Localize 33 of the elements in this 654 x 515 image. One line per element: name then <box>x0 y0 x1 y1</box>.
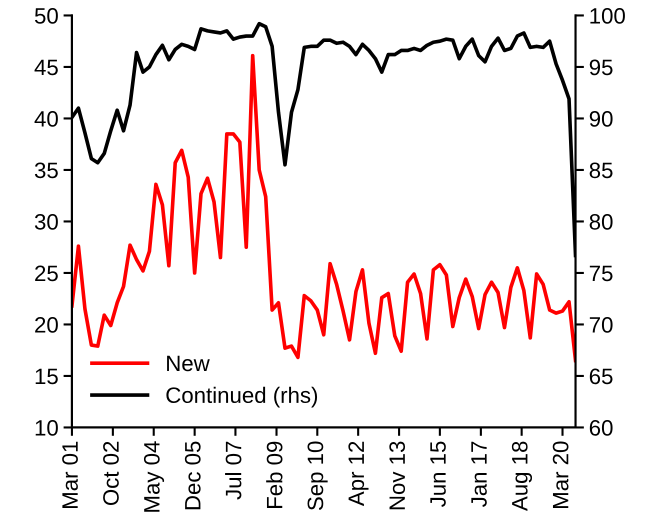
y-tick-label: 25 <box>35 265 58 282</box>
x-tick-label: Oct 02 <box>103 442 119 506</box>
legend-label: New <box>167 356 210 372</box>
x-tick-label: Jul 07 <box>225 442 242 500</box>
y2-tick-label: 85 <box>590 162 612 178</box>
y2-tick-label: 100 <box>590 8 625 24</box>
legend-label: Continued (rhs) <box>166 386 318 408</box>
x-tick-label: Nov 13 <box>389 442 406 510</box>
y-tick-label: 35 <box>34 162 58 178</box>
y2-tick-label: 70 <box>590 316 613 333</box>
y-tick-label: 50 <box>34 8 58 24</box>
y2-tick-label: 60 <box>590 420 613 436</box>
y2-tick-label: 90 <box>590 110 613 127</box>
y-tick-label: 10 <box>36 420 58 436</box>
y2-tick-label: 75 <box>590 266 612 282</box>
y2-tick-label: 80 <box>590 214 613 230</box>
x-tick-label: Mar 20 <box>552 442 568 508</box>
x-tick-label: May 04 <box>144 441 164 512</box>
y-tick-label: 30 <box>34 214 58 230</box>
y-tick-label: 15 <box>36 368 58 384</box>
y-tick-label: 45 <box>34 60 58 76</box>
y2-tick-label: 65 <box>590 368 612 384</box>
y-tick-label: 20 <box>35 316 58 333</box>
x-tick-label: Dec 05 <box>184 442 201 510</box>
x-tick-label: Sep 10 <box>308 442 328 510</box>
x-tick-label: Apr 12 <box>348 442 369 506</box>
x-tick-label: Mar 01 <box>62 442 78 508</box>
x-tick-label: Jun 15 <box>430 442 446 508</box>
y2-tick-label: 95 <box>590 59 612 76</box>
x-tick-label: Feb 09 <box>266 442 282 508</box>
x-tick-label: Aug 18 <box>512 442 532 512</box>
y-tick-label: 40 <box>34 110 58 127</box>
x-tick-label: Jan 17 <box>471 442 487 508</box>
